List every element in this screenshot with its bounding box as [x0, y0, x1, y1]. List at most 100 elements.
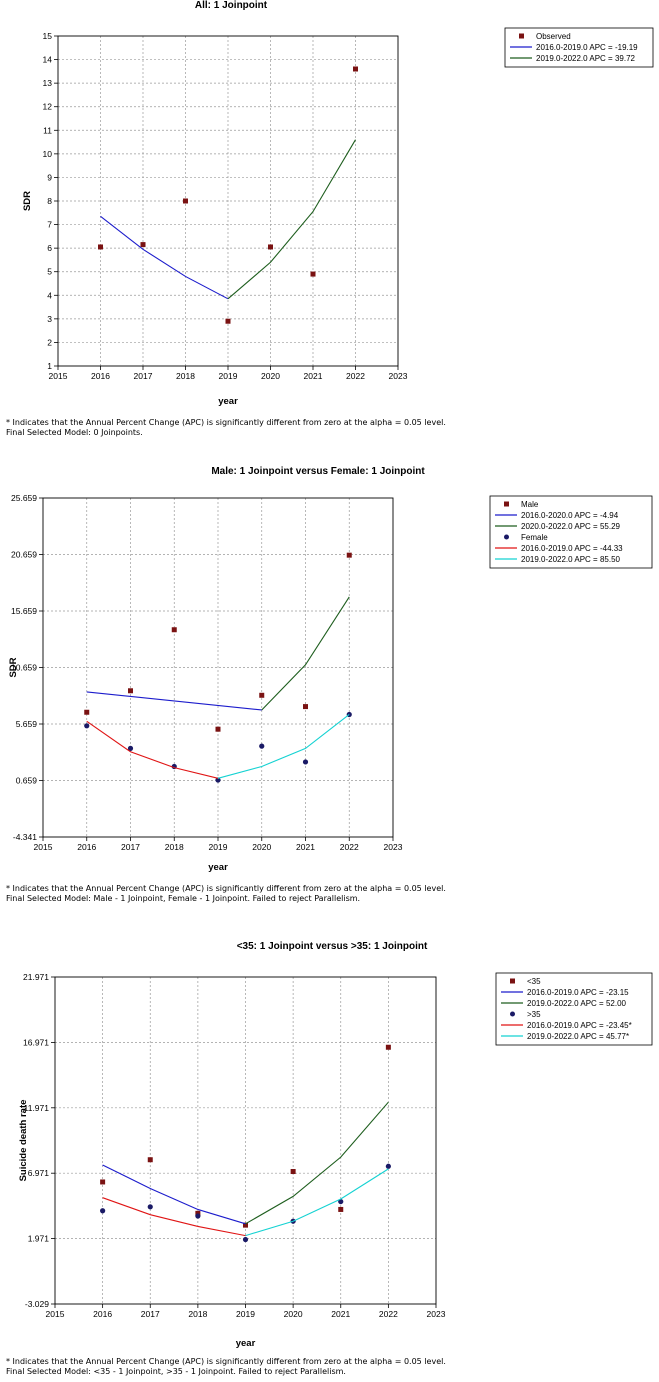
x-tick-label: 2020	[261, 371, 280, 381]
legend-item: 2016.0-2019.0 APC = -44.33	[495, 544, 623, 553]
legend-item: 2019.0-2022.0 APC = 52.00	[501, 999, 627, 1008]
legend-swatch	[510, 978, 515, 984]
y-tick-label: 11	[43, 125, 52, 135]
x-tick-label: 2019	[219, 371, 238, 381]
data-point	[84, 709, 90, 715]
x-tick-label: 2023	[389, 371, 408, 381]
y-tick-label: 21.971	[23, 972, 49, 982]
data-point	[290, 1169, 296, 1175]
legend-swatch	[504, 534, 509, 540]
legend-label: <35	[527, 977, 541, 986]
footnote-model: Final Selected Model: 0 Joinpoints.	[6, 428, 143, 437]
y-tick-label: 6	[47, 243, 52, 253]
plot-frame	[42, 497, 394, 838]
legend-label: 2019.0-2022.0 APC = 39.72	[536, 54, 636, 63]
x-tick-label: 2016	[77, 842, 96, 852]
x-tick-label: 2020	[252, 842, 271, 852]
data-point	[243, 1222, 248, 1228]
x-tick-label: 2015	[34, 842, 53, 852]
chart-all: All: 1 Joinpoint 2015 2016 2017 2018 2019 2020…	[22, 0, 654, 407]
legend-label: 2016.0-2019.0 APC = -23.45*	[527, 1021, 632, 1030]
y-tick-label: 25.659	[11, 493, 37, 503]
y-tick-label: 4	[47, 290, 52, 300]
plot-frame	[54, 976, 437, 1305]
data-point	[98, 244, 103, 250]
x-tick-label: 2018	[188, 1309, 207, 1319]
y-tick-label: 15	[43, 31, 53, 41]
data-point	[385, 1163, 391, 1169]
x-tick-label: 2018	[165, 842, 184, 852]
chart-sex: Male: 1 Joinpoint versus Female: 1 Joinp…	[8, 466, 653, 873]
x-tick-label: 2022	[346, 371, 365, 381]
chart-age: <35: 1 Joinpoint versus >35: 1 Joinpoint…	[18, 941, 653, 1349]
data-point	[385, 1044, 391, 1050]
y-tick-label: 14	[43, 55, 53, 65]
y-tick-label: -3.029	[25, 1299, 49, 1309]
y-tick-label: 1.971	[28, 1234, 50, 1244]
legend-item: >35	[510, 1010, 541, 1019]
data-point	[127, 745, 134, 751]
x-tick-label: 2020	[284, 1309, 303, 1319]
y-tick-label: 5	[47, 267, 52, 277]
x-tick-label: 2021	[331, 1309, 350, 1319]
x-axis-label: year	[208, 862, 228, 873]
legend-item: 2019.0-2022.0 APC = 85.50	[495, 555, 621, 564]
legend-swatch	[504, 501, 509, 507]
x-axis-label: year	[236, 1338, 256, 1349]
data-point	[195, 1210, 201, 1216]
footnote-block-all: * Indicates that the Annual Percent Chan…	[6, 418, 446, 438]
series-line	[227, 139, 356, 300]
footnote-block-sex: * Indicates that the Annual Percent Chan…	[6, 884, 446, 904]
y-tick-label: 10.659	[11, 663, 37, 673]
y-tick-label: 1	[47, 361, 52, 371]
legend-box	[489, 495, 653, 569]
legend-label: 2016.0-2019.0 APC = -23.15	[527, 988, 629, 997]
x-tick-label: 2023	[384, 842, 403, 852]
y-tick-label: 2	[47, 337, 52, 347]
legend-label: 2020.0-2022.0 APC = 55.29	[521, 522, 621, 531]
data-point	[302, 759, 309, 765]
data-point	[84, 723, 90, 729]
data-point	[147, 1157, 153, 1163]
legend-swatch	[519, 33, 524, 39]
y-axis-label: SDR	[22, 191, 33, 211]
legend-item: 2019.0-2022.0 APC = 39.72	[510, 54, 636, 63]
footnote-significance: * Indicates that the Annual Percent Chan…	[6, 418, 446, 427]
data-point	[140, 242, 146, 248]
y-tick-label: 6.971	[28, 1168, 50, 1178]
footnote-significance: * Indicates that the Annual Percent Chan…	[6, 884, 446, 893]
x-tick-label: 2017	[121, 842, 140, 852]
data-point	[353, 66, 358, 72]
legend: Male 2016.0-2020.0 APC = -4.94 2020.0-2022…	[489, 495, 653, 569]
data-point	[346, 552, 352, 558]
series-line	[86, 691, 262, 711]
data-point	[100, 1208, 106, 1214]
series-line	[102, 1164, 246, 1225]
y-tick-label: 5.659	[16, 719, 38, 729]
data-point	[100, 1179, 106, 1185]
legend-item: 2019.0-2022.0 APC = 45.77*	[501, 1032, 629, 1041]
x-tick-label: 2019	[236, 1309, 255, 1319]
legend-label: 2016.0-2020.0 APC = -4.94	[521, 511, 619, 520]
x-tick-label: 2018	[176, 371, 195, 381]
x-tick-label: 2017	[134, 371, 153, 381]
series-line	[245, 1101, 389, 1225]
data-point	[338, 1206, 344, 1212]
legend-item: Female	[504, 533, 548, 542]
chart-title: Male: 1 Joinpoint versus Female: 1 Joinp…	[211, 466, 425, 477]
legend-label: Observed	[536, 32, 571, 41]
y-tick-label: 13	[43, 78, 53, 88]
legend-item: 2016.0-2019.0 APC = -23.15	[501, 988, 629, 997]
y-tick-label: 8	[47, 196, 52, 206]
y-tick-label: 7	[47, 220, 52, 230]
footnote-significance: * Indicates that the Annual Percent Chan…	[6, 1357, 446, 1366]
legend-item: 2016.0-2019.0 APC = -23.45*	[501, 1021, 632, 1030]
x-tick-label: 2023	[427, 1309, 446, 1319]
chart-title: All: 1 Joinpoint	[195, 0, 268, 11]
x-tick-label: 2021	[304, 371, 323, 381]
y-axis-label: Suicide death rate	[18, 1100, 29, 1182]
data-point	[195, 1213, 201, 1219]
legend-label: Male	[521, 500, 539, 509]
chart-title: <35: 1 Joinpoint versus >35: 1 Joinpoint	[237, 941, 428, 952]
data-point	[171, 627, 177, 633]
